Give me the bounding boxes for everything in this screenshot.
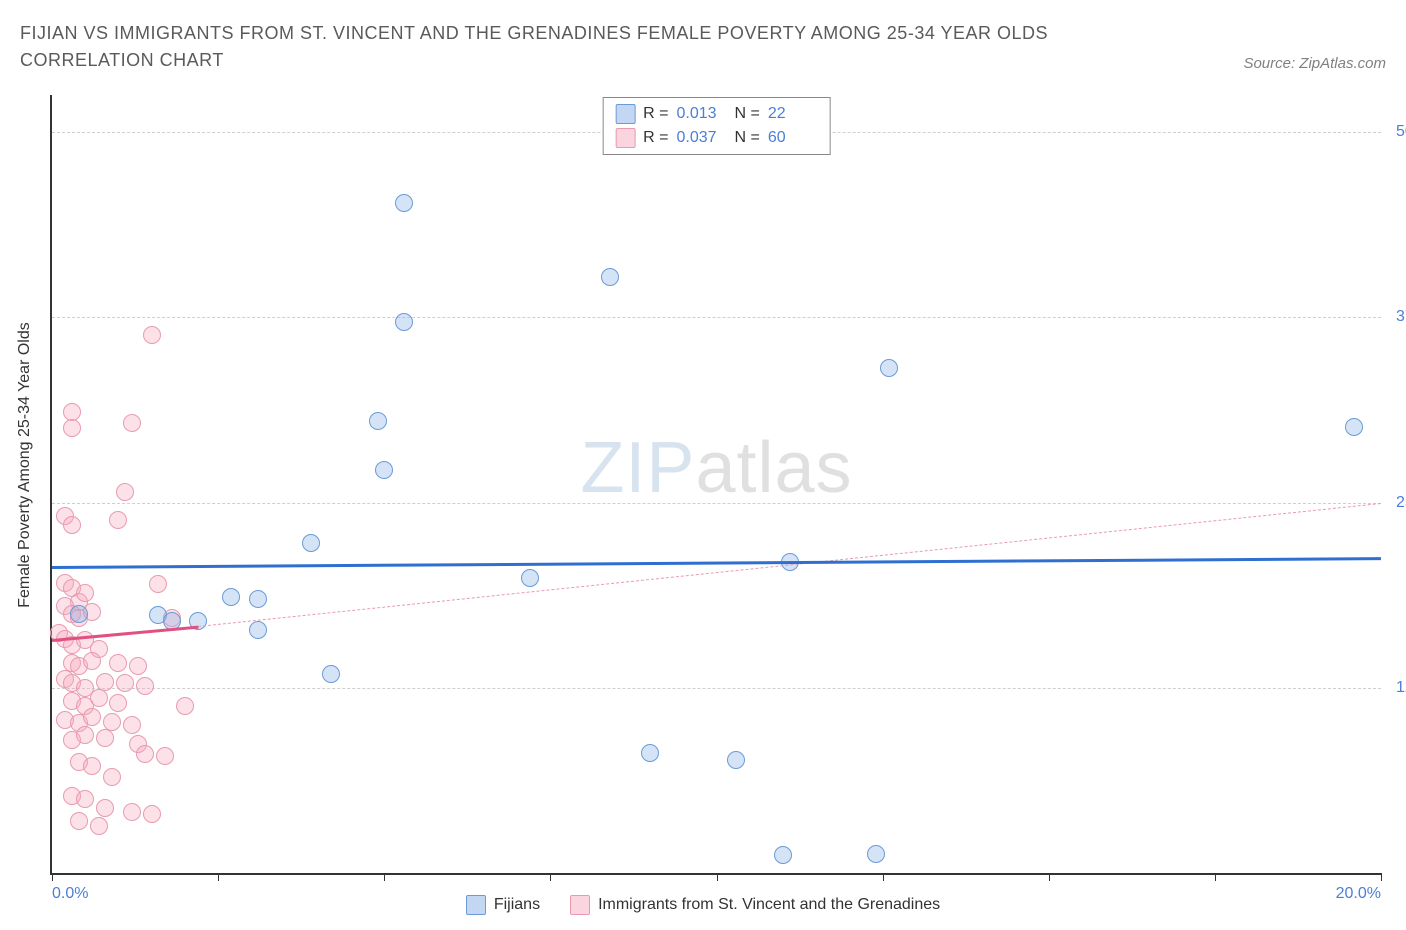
data-point-pink [63,419,81,437]
data-point-pink [156,747,174,765]
x-tick [550,873,551,881]
x-tick [52,873,53,881]
data-point-blue [249,590,267,608]
data-point-pink [123,716,141,734]
data-point-blue [880,359,898,377]
n-value-blue: 22 [768,102,818,126]
data-point-pink [109,511,127,529]
r-value-pink: 0.037 [677,126,727,150]
data-point-pink [109,694,127,712]
data-point-pink [143,326,161,344]
y-tick-label: 50.0% [1386,123,1406,141]
y-tick-label: 12.5% [1386,679,1406,697]
chart-plot-area: ZIPatlas R = 0.013 N = 22 R = 0.037 N = … [50,95,1381,875]
gridline [52,503,1381,504]
data-point-pink [116,674,134,692]
data-point-pink [90,689,108,707]
data-point-pink [123,414,141,432]
swatch-pink-icon [615,128,635,148]
stats-row-svg: R = 0.037 N = 60 [615,126,818,150]
legend-label-fijians: Fijians [494,896,540,914]
stats-row-fijians: R = 0.013 N = 22 [615,102,818,126]
data-point-pink [149,575,167,593]
data-point-pink [129,657,147,675]
data-point-pink [116,483,134,501]
data-point-blue [70,605,88,623]
data-point-blue [322,665,340,683]
x-tick [1381,873,1382,881]
data-point-blue [867,845,885,863]
data-point-pink [143,805,161,823]
data-point-pink [103,768,121,786]
data-point-blue [1345,418,1363,436]
data-point-blue [521,569,539,587]
y-tick-label: 25.0% [1386,494,1406,512]
data-point-pink [96,673,114,691]
data-point-blue [302,534,320,552]
data-point-pink [76,584,94,602]
legend-label-svg: Immigrants from St. Vincent and the Gren… [598,896,940,914]
data-point-blue [369,412,387,430]
data-point-pink [109,654,127,672]
x-tick [1049,873,1050,881]
chart-title: FIJIAN VS IMMIGRANTS FROM ST. VINCENT AN… [20,20,1120,74]
data-point-blue [395,313,413,331]
data-point-pink [96,729,114,747]
legend-item-svg: Immigrants from St. Vincent and the Gren… [570,895,940,915]
gridline [52,317,1381,318]
data-point-pink [136,745,154,763]
x-tick [218,873,219,881]
data-point-pink [70,812,88,830]
y-tick-label: 37.5% [1386,308,1406,326]
data-point-blue [641,744,659,762]
data-point-blue [249,621,267,639]
data-point-pink [83,757,101,775]
legend-item-fijians: Fijians [466,895,540,915]
gridline [52,688,1381,689]
swatch-pink-icon [570,895,590,915]
data-point-blue [375,461,393,479]
data-point-pink [83,708,101,726]
r-value-blue: 0.013 [677,102,727,126]
data-point-pink [63,516,81,534]
legend: Fijians Immigrants from St. Vincent and … [0,895,1406,915]
data-point-pink [83,652,101,670]
trend-line [52,557,1381,568]
data-point-pink [76,790,94,808]
data-point-blue [222,588,240,606]
source-attribution: Source: ZipAtlas.com [1243,55,1386,72]
x-tick [717,873,718,881]
x-tick [1215,873,1216,881]
data-point-pink [76,726,94,744]
data-point-blue [727,751,745,769]
data-point-pink [63,403,81,421]
data-point-blue [601,268,619,286]
n-value-pink: 60 [768,126,818,150]
y-axis-title: Female Poverty Among 25-34 Year Olds [16,322,34,608]
trend-line [52,626,198,642]
data-point-pink [136,677,154,695]
chart-header: FIJIAN VS IMMIGRANTS FROM ST. VINCENT AN… [0,0,1406,79]
data-point-pink [123,803,141,821]
data-point-pink [103,713,121,731]
x-tick [883,873,884,881]
correlation-stats-box: R = 0.013 N = 22 R = 0.037 N = 60 [602,97,831,155]
plot-canvas [52,95,1381,873]
data-point-pink [176,697,194,715]
data-point-blue [774,846,792,864]
data-point-blue [395,194,413,212]
data-point-pink [96,799,114,817]
swatch-blue-icon [615,104,635,124]
data-point-pink [90,817,108,835]
x-tick [384,873,385,881]
swatch-blue-icon [466,895,486,915]
